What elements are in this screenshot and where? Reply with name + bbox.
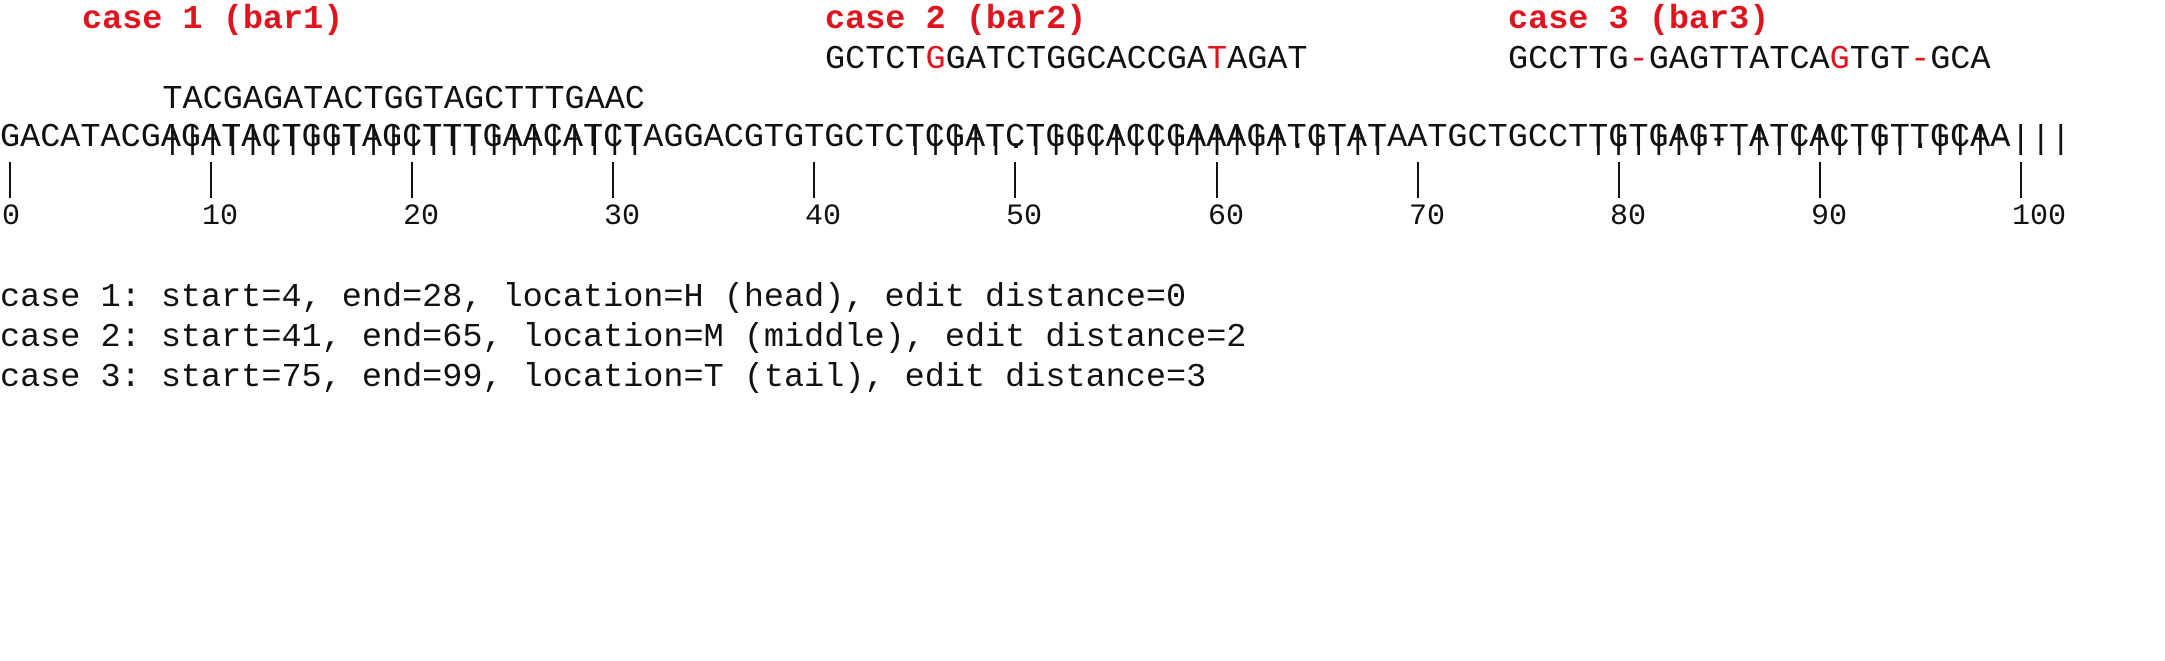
ruler-tick [1618,162,1620,198]
ruler-tick [813,162,815,198]
case-1-title: case 1 (bar1) [82,1,344,39]
case-3-mismatch-base: G [1829,41,1850,79]
ruler-label: 70 [1409,200,1446,234]
case-3-seq-segment: GAGTTATCA [1648,41,1830,79]
case-2-mismatch-base: G [925,41,946,79]
ruler-label: 20 [403,200,440,234]
case-3-seq-segment: TGT [1849,41,1911,79]
case-1-match-line: |||||||||||||||||||||||| [82,80,645,200]
case-1-seq-segment: TACGAGATACTGGTAGCTTTGAAC [162,81,645,119]
case-2-seq-segment: GCTCT [825,41,926,79]
case-3-gap: - [1910,41,1931,79]
case-2-seq-segment: AGAT [1227,41,1308,79]
case-3-title: case 3 (bar3) [1508,1,1770,39]
case-3-match-line: ||||||-|||||||||.|||-||| [1508,80,2071,200]
ruler-label: 80 [1610,200,1647,234]
case-2-match-line: |||||.|||||||||||||.|||| [825,80,1388,200]
case-1-summary: case 1: start=4, end=28, location=H (hea… [0,279,1187,317]
ruler-label: 0 [2,200,21,234]
ruler-tick [1216,162,1218,198]
ruler-tick [1819,162,1821,198]
ruler-tick [210,162,212,198]
ruler-label: 90 [1811,200,1848,234]
ruler-label: 60 [1208,200,1245,234]
case-1-sequence: TACGAGATACTGGTAGCTTTGAAC [82,40,645,160]
ruler-label: 30 [604,200,641,234]
ruler-tick [1014,162,1016,198]
case-2-sequence: GCTCTGGATCTGGCACCGATAGAT [825,40,1308,80]
ruler-label: 40 [805,200,842,234]
ruler-tick [411,162,413,198]
case-3-seq-segment: GCCTTG [1508,41,1629,79]
ruler-label: 10 [202,200,239,234]
case-2-summary: case 2: start=41, end=65, location=M (mi… [0,319,1247,357]
ruler-tick [612,162,614,198]
ruler-label: 50 [1006,200,1043,234]
case-2-match-segment: |||||.|||||||||||||.|||| [905,121,1388,159]
ruler-label: 100 [2012,200,2067,234]
case-3-match-segment: ||||||-|||||||||.|||-||| [1588,121,2071,159]
case-1-match-segment: |||||||||||||||||||||||| [162,121,645,159]
case-2-seq-segment: GATCTGGCACCGA [945,41,1207,79]
case-2-title: case 2 (bar2) [825,1,1087,39]
case-3-gap: - [1628,41,1649,79]
case-2-mismatch-base: T [1206,41,1228,79]
case-3-sequence: GCCTTG-GAGTTATCAGTGT-GCA [1508,40,1991,80]
case-3-summary: case 3: start=75, end=99, location=T (ta… [0,359,1207,397]
ruler-tick [1417,162,1419,198]
case-3-seq-segment: GCA [1930,41,1991,79]
reference-sequence: GACATACGAGATACTGGTAGCTTTGAACATCTAGGACGTG… [0,119,2011,157]
ruler-tick [9,162,11,198]
ruler-tick [2020,162,2022,198]
